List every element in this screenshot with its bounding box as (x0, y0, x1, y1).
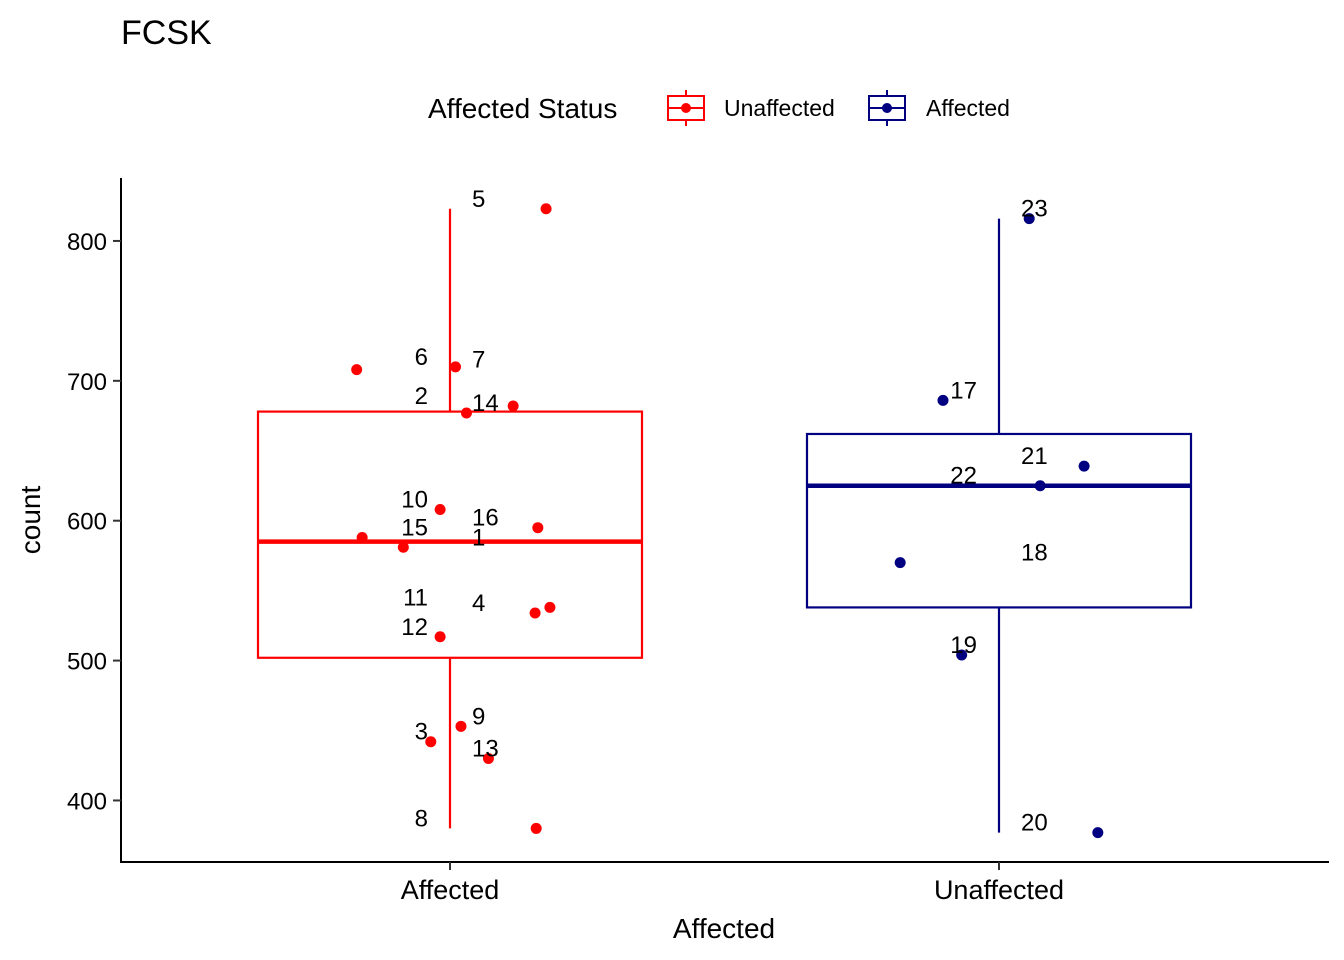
data-point (449, 361, 461, 373)
point-label: 11 (403, 584, 428, 611)
box-iqr (805, 432, 1193, 609)
point-label: 15 (401, 514, 428, 541)
data-point (1078, 460, 1090, 472)
point-label: 22 (950, 463, 977, 490)
data-point (455, 720, 467, 732)
y-tick-label: 700 (67, 369, 107, 396)
point-label: 14 (472, 390, 499, 417)
data-point (397, 541, 409, 553)
data-point (434, 504, 446, 516)
point-label: 3 (415, 719, 428, 746)
point-label: 13 (472, 735, 499, 762)
data-point (1092, 827, 1104, 839)
series-affected: 23 17 21 22 18 19 20 (805, 196, 1193, 839)
point-label: 21 (1021, 443, 1048, 470)
x-axis-title: Affected (673, 913, 775, 944)
data-point (894, 557, 906, 569)
point-label: 8 (415, 805, 428, 832)
y-axis-ticks: 400 500 600 700 800 (67, 229, 121, 815)
data-point (529, 607, 541, 619)
data-point (460, 407, 472, 419)
data-point (482, 752, 494, 764)
data-point (532, 522, 544, 534)
x-tick-label: Unaffected (934, 875, 1064, 905)
data-point (544, 601, 556, 613)
legend-label-unaffected: Unaffected (724, 95, 835, 121)
point-label: 23 (1021, 196, 1048, 223)
data-point (540, 203, 552, 215)
y-tick-label: 600 (67, 509, 107, 536)
box-iqr (256, 410, 644, 659)
data-point (351, 364, 363, 376)
data-point (507, 400, 519, 412)
data-point (434, 631, 446, 643)
legend: Affected Status Unaffected Affected (428, 90, 1010, 126)
legend-title: Affected Status (428, 93, 617, 124)
legend-key-affected (868, 90, 906, 126)
point-label: 4 (472, 590, 485, 617)
legend-label-affected: Affected (926, 95, 1010, 121)
point-label: 12 (401, 614, 428, 641)
data-point (1023, 213, 1035, 225)
data-point (425, 736, 437, 748)
point-label: 6 (415, 344, 428, 371)
data-point (530, 822, 542, 834)
data-point (356, 531, 368, 543)
y-axis-title: count (15, 486, 46, 555)
point-label: 10 (401, 487, 428, 514)
data-point (956, 649, 968, 661)
y-tick-label: 500 (67, 649, 107, 676)
point-label: 18 (1021, 540, 1048, 567)
point-label: 5 (472, 186, 485, 213)
point-label: 7 (472, 347, 485, 374)
point-label: 20 (1021, 810, 1048, 837)
point-label: 16 (472, 505, 499, 532)
point-label: 1 (472, 524, 485, 551)
point-label: 19 (950, 632, 977, 659)
chart-title: FCSK (121, 14, 212, 52)
y-tick-label: 400 (67, 788, 107, 815)
legend-key-unaffected (667, 90, 705, 126)
point-label: 2 (415, 383, 428, 410)
x-axis-ticks: Affected Unaffected (401, 862, 1064, 905)
point-label: 9 (472, 703, 485, 730)
data-point (937, 394, 949, 406)
data-point (1034, 480, 1046, 492)
x-tick-label: Affected (401, 875, 500, 905)
y-tick-label: 800 (67, 229, 107, 256)
point-label: 17 (950, 377, 977, 404)
